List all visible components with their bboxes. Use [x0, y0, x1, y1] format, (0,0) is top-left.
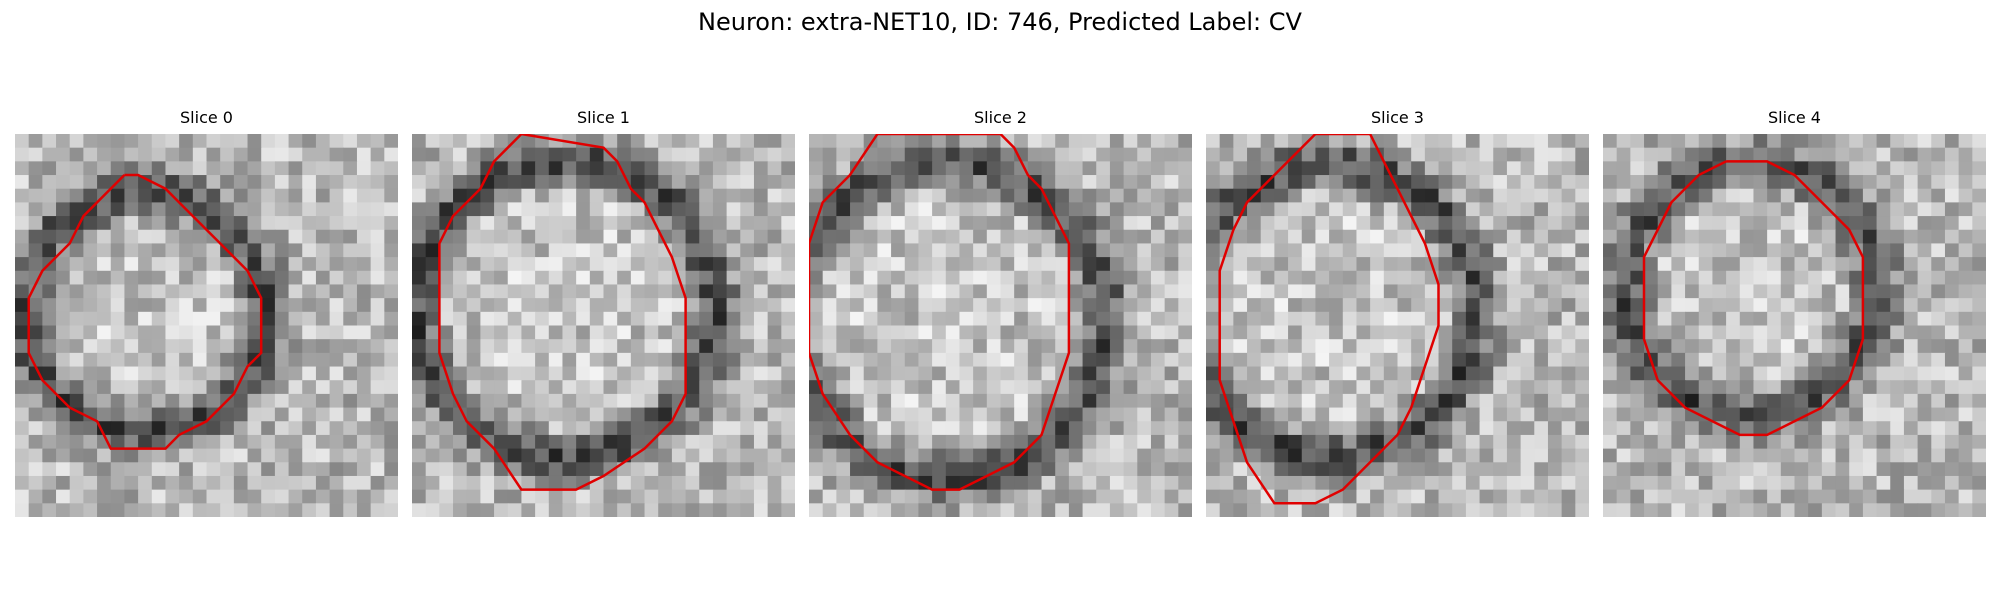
panel-title: Slice 0 [180, 108, 233, 127]
contour-outline [1218, 134, 1440, 505]
panel-slice-4: Slice 4 [1603, 108, 1986, 520]
panel-slice-0: Slice 0 [15, 108, 398, 520]
panel-title: Slice 2 [974, 108, 1027, 127]
panel-slice-2: Slice 2 [809, 108, 1192, 520]
contour-outline [27, 173, 263, 450]
contour-outline [438, 134, 687, 491]
pixel-texture [1206, 134, 1589, 517]
contour-outline [809, 134, 1071, 491]
panel-slice-3: Slice 3 [1206, 108, 1589, 520]
pixel-texture [412, 134, 795, 517]
pixel-texture [15, 134, 398, 517]
pixel-texture [1603, 134, 1986, 517]
panel-title: Slice 1 [577, 108, 630, 127]
slice-image [1206, 134, 1589, 517]
slice-image [412, 134, 795, 517]
slice-image [1603, 134, 1986, 517]
figure-title: Neuron: extra-NET10, ID: 746, Predicted … [698, 8, 1302, 36]
panel-slice-1: Slice 1 [412, 108, 795, 520]
panel-title: Slice 4 [1768, 108, 1821, 127]
pixel-texture [809, 134, 1192, 517]
slice-image [809, 134, 1192, 517]
panel-title: Slice 3 [1371, 108, 1424, 127]
contour-outline [1642, 160, 1865, 437]
slice-image [15, 134, 398, 517]
